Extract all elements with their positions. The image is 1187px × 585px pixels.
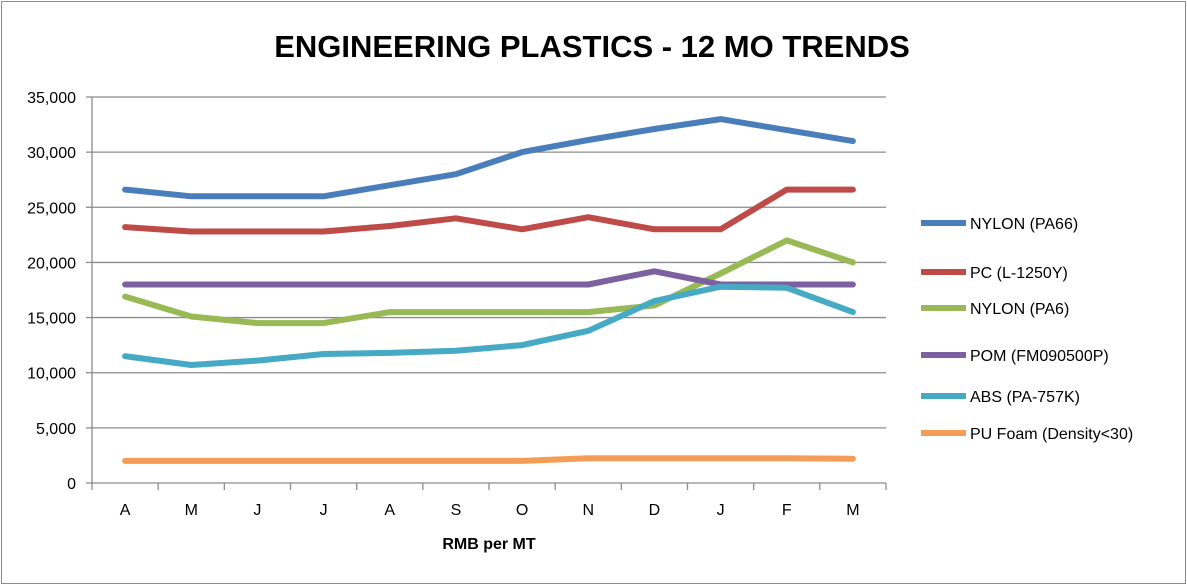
legend-label: NYLON (PA6)	[970, 301, 1069, 318]
y-tick-label: 25,000	[27, 200, 76, 217]
y-tick-label: 15,000	[27, 311, 76, 328]
series-line	[122, 268, 856, 288]
x-tick-label: A	[120, 502, 131, 519]
legend-label: NYLON (PA66)	[970, 216, 1078, 233]
legend-label: PC (L-1250Y)	[970, 265, 1068, 282]
y-tick-label: 5,000	[36, 421, 76, 438]
legend-label: POM (FM090500P)	[970, 348, 1109, 365]
x-tick-label: A	[384, 502, 395, 519]
x-axis-title: RMB per MT	[442, 536, 536, 553]
x-tick-label: M	[185, 502, 198, 519]
y-tick-label: 20,000	[27, 255, 76, 272]
x-tick-label: J	[717, 502, 725, 519]
gridlines	[92, 96, 886, 429]
series-line	[122, 186, 856, 235]
chart-title: ENGINEERING PLASTICS - 12 MO TRENDS	[274, 29, 910, 64]
x-tick-label: M	[846, 502, 859, 519]
y-tick-label: 30,000	[27, 145, 76, 162]
axes	[86, 96, 887, 490]
x-tick-label: J	[253, 502, 261, 519]
series-lines	[122, 116, 856, 464]
series-line	[122, 116, 856, 200]
y-tick-label: 35,000	[27, 90, 76, 107]
x-tick-label: S	[451, 502, 462, 519]
x-tick-label: N	[582, 502, 594, 519]
legend: NYLON (PA66) PC (L-1250Y) NYLON (PA6) POM (…	[921, 216, 1133, 443]
series-line	[122, 455, 856, 464]
y-axis-tick-labels: 0 5,000 10,000 15,000 20,000 25,000 30,000 35,0…	[27, 90, 76, 493]
x-tick-label: O	[516, 502, 528, 519]
x-tick-label: D	[649, 502, 661, 519]
legend-label: ABS (PA-757K)	[970, 389, 1080, 406]
y-tick-label: 10,000	[27, 366, 76, 383]
legend-label: PU Foam (Density<30)	[970, 426, 1133, 443]
x-tick-label: J	[320, 502, 328, 519]
x-tick-label: F	[782, 502, 792, 519]
series-line	[122, 237, 856, 327]
series-line	[122, 283, 856, 368]
y-tick-label: 0	[67, 476, 76, 493]
